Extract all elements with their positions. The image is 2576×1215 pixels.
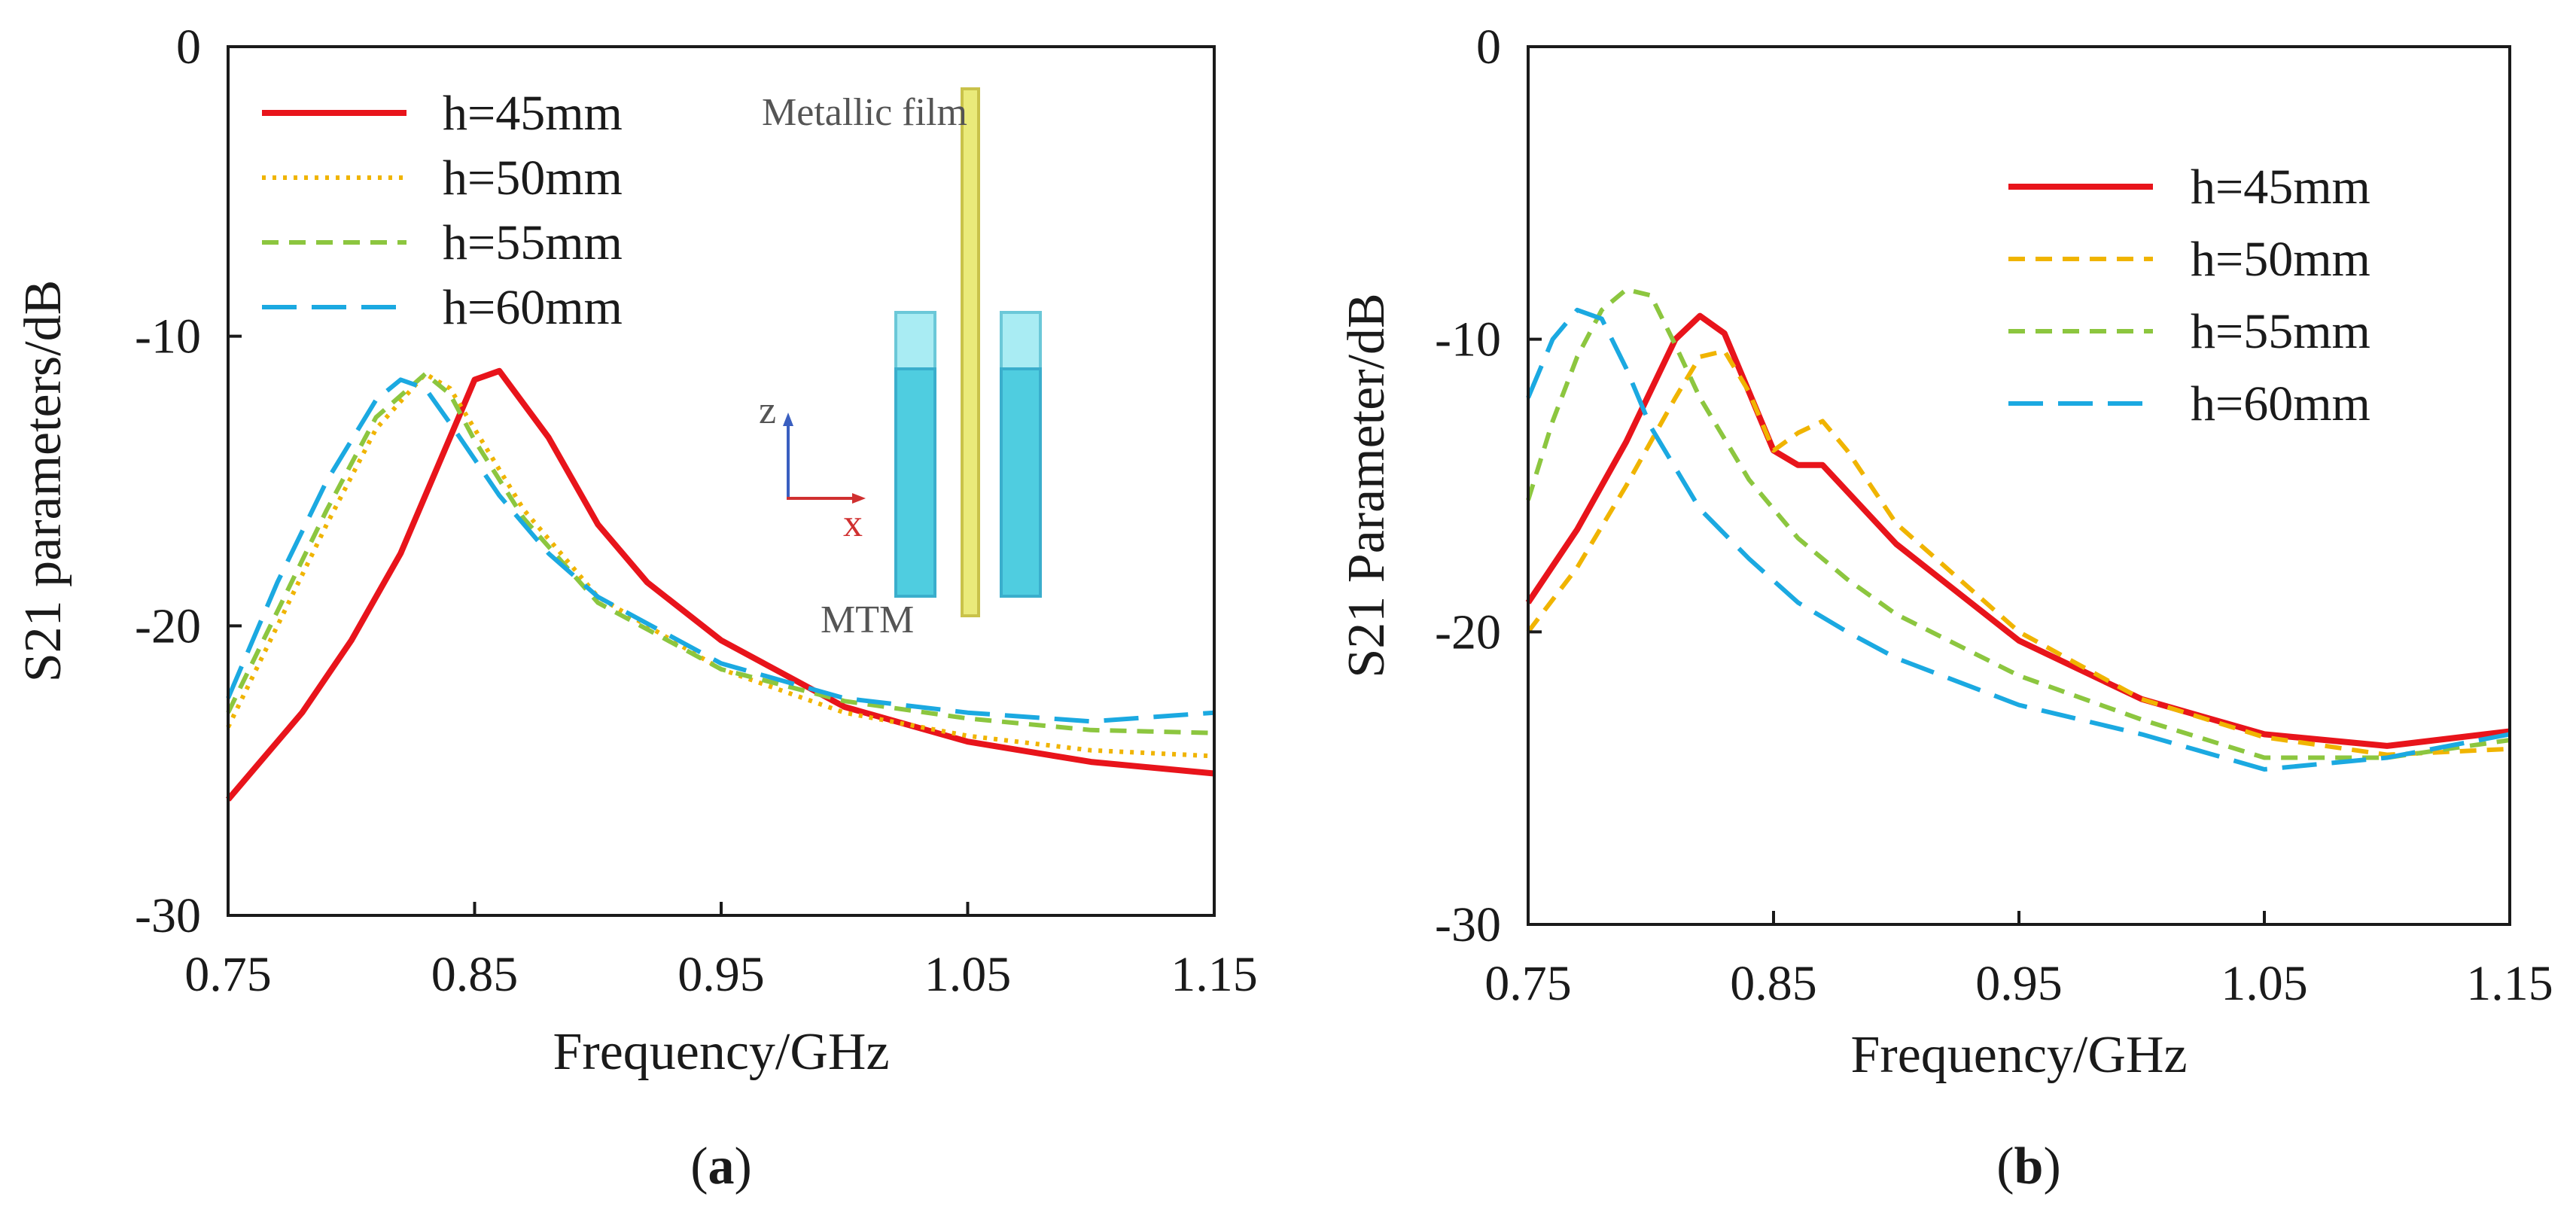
legend-label-4: h=60mm [443, 280, 623, 335]
mtm-block-left [894, 367, 936, 598]
series-group-a [225, 367, 1215, 802]
z-axis-arrowhead [783, 413, 793, 426]
x-tick-label: 1.15 [2466, 956, 2553, 1011]
y-ticks-b: 0 -10 -20 -30 [1435, 20, 1542, 952]
legend-label-2: h=50mm [443, 151, 623, 206]
chart-panel-b: 0 -10 -20 -30 0.75 0.85 0.95 1.05 1.15 Frequenc… [1338, 20, 2553, 1195]
mtm-block-left-top [894, 311, 936, 376]
legend-label-1: h=45mm [443, 86, 623, 141]
legend-label-4: h=60mm [2191, 376, 2370, 431]
inset-label-metallic-film: Metallic film [762, 91, 967, 134]
series-line-a-2 [226, 371, 1215, 759]
x-ticks-b: 0.75 0.85 0.95 1.05 1.15 [1484, 911, 2553, 1011]
y-tick-label: -20 [1435, 604, 1501, 659]
series-line-a-3 [226, 371, 1215, 735]
x-tick-label: 0.95 [1975, 956, 2063, 1011]
x-tick-label: 0.75 [184, 947, 272, 1002]
series-line-b-4 [1526, 307, 2511, 772]
series-line-a-4 [226, 377, 1215, 724]
y-axis-title-a: S21 parameters/dB [14, 280, 72, 683]
series-line-a-1 [225, 367, 1215, 802]
x-ticks-a: 0.75 0.85 0.95 1.05 1.15 [184, 902, 1258, 1002]
x-axis-arrowhead [852, 493, 866, 504]
y-ticks-a: 0 -10 -20 -30 [135, 20, 242, 943]
panel-label-b: (b) [1996, 1137, 2061, 1195]
x-tick-label: 0.85 [1730, 956, 1817, 1011]
legend-label-1: h=45mm [2191, 160, 2370, 215]
series-line-b-2 [1526, 349, 2511, 757]
inset-axis-z-label: z [759, 389, 776, 432]
legend-label-3: h=55mm [443, 215, 623, 270]
x-axis-title-a: Frequency/GHz [553, 1023, 889, 1081]
series-group-b [1525, 287, 2511, 772]
mtm-block-right-top [1000, 311, 1042, 376]
legend-b: h=45mm h=50mm h=55mm h=60mm [2008, 160, 2370, 431]
x-tick-label: 1.15 [1171, 947, 1258, 1002]
x-tick-label: 1.05 [924, 947, 1012, 1002]
x-tick-label: 0.75 [1484, 956, 1572, 1011]
x-axis-title-b: Frequency/GHz [1850, 1026, 2187, 1084]
legend-label-3: h=55mm [2191, 304, 2370, 359]
metallic-film-shape [961, 87, 980, 617]
y-tick-label: 0 [1476, 20, 1501, 75]
y-axis-title-b: S21 Parameter/dB [1338, 293, 1396, 678]
legend-a: h=45mm h=50mm h=55mm h=60mm [262, 86, 623, 335]
y-tick-label: -10 [135, 309, 201, 364]
inset-label-mtm: MTM [821, 598, 914, 641]
x-tick-label: 1.05 [2221, 956, 2308, 1011]
y-tick-label: -20 [135, 598, 201, 653]
y-tick-label: -10 [1435, 312, 1501, 367]
chart-panel-a: z x Metallic film MTM 0 -10 -20 -30 0.75 0.8… [14, 20, 1258, 1195]
panel-label-a: (a) [690, 1137, 752, 1195]
inset-axis-x-label: x [843, 502, 863, 545]
panel-label-b-letter: b [2014, 1137, 2044, 1195]
series-line-b-3 [1526, 287, 2511, 760]
panel-label-a-letter: a [708, 1137, 735, 1195]
mtm-block-right [1000, 367, 1042, 598]
y-tick-label: -30 [1435, 897, 1501, 952]
x-tick-label: 0.85 [431, 947, 519, 1002]
legend-label-2: h=50mm [2191, 232, 2370, 287]
x-tick-label: 0.95 [677, 947, 765, 1002]
inset-diagram: z x Metallic film MTM [759, 87, 1042, 641]
plot-frame-a [227, 45, 1216, 917]
y-tick-label: 0 [176, 20, 201, 75]
y-tick-label: -30 [135, 888, 201, 943]
